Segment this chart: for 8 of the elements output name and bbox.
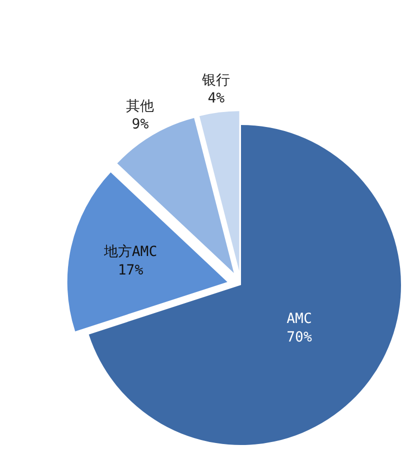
data-label: 17% bbox=[118, 262, 144, 278]
slice-label: 地方AMC bbox=[102, 244, 158, 260]
slice-label: 银行 bbox=[201, 72, 230, 88]
slice-label: AMC bbox=[286, 311, 312, 328]
data-label: 70% bbox=[286, 329, 312, 346]
data-label: 4% bbox=[208, 90, 226, 107]
slice-label: 其他 bbox=[126, 98, 154, 114]
data-label: 9% bbox=[132, 116, 150, 133]
